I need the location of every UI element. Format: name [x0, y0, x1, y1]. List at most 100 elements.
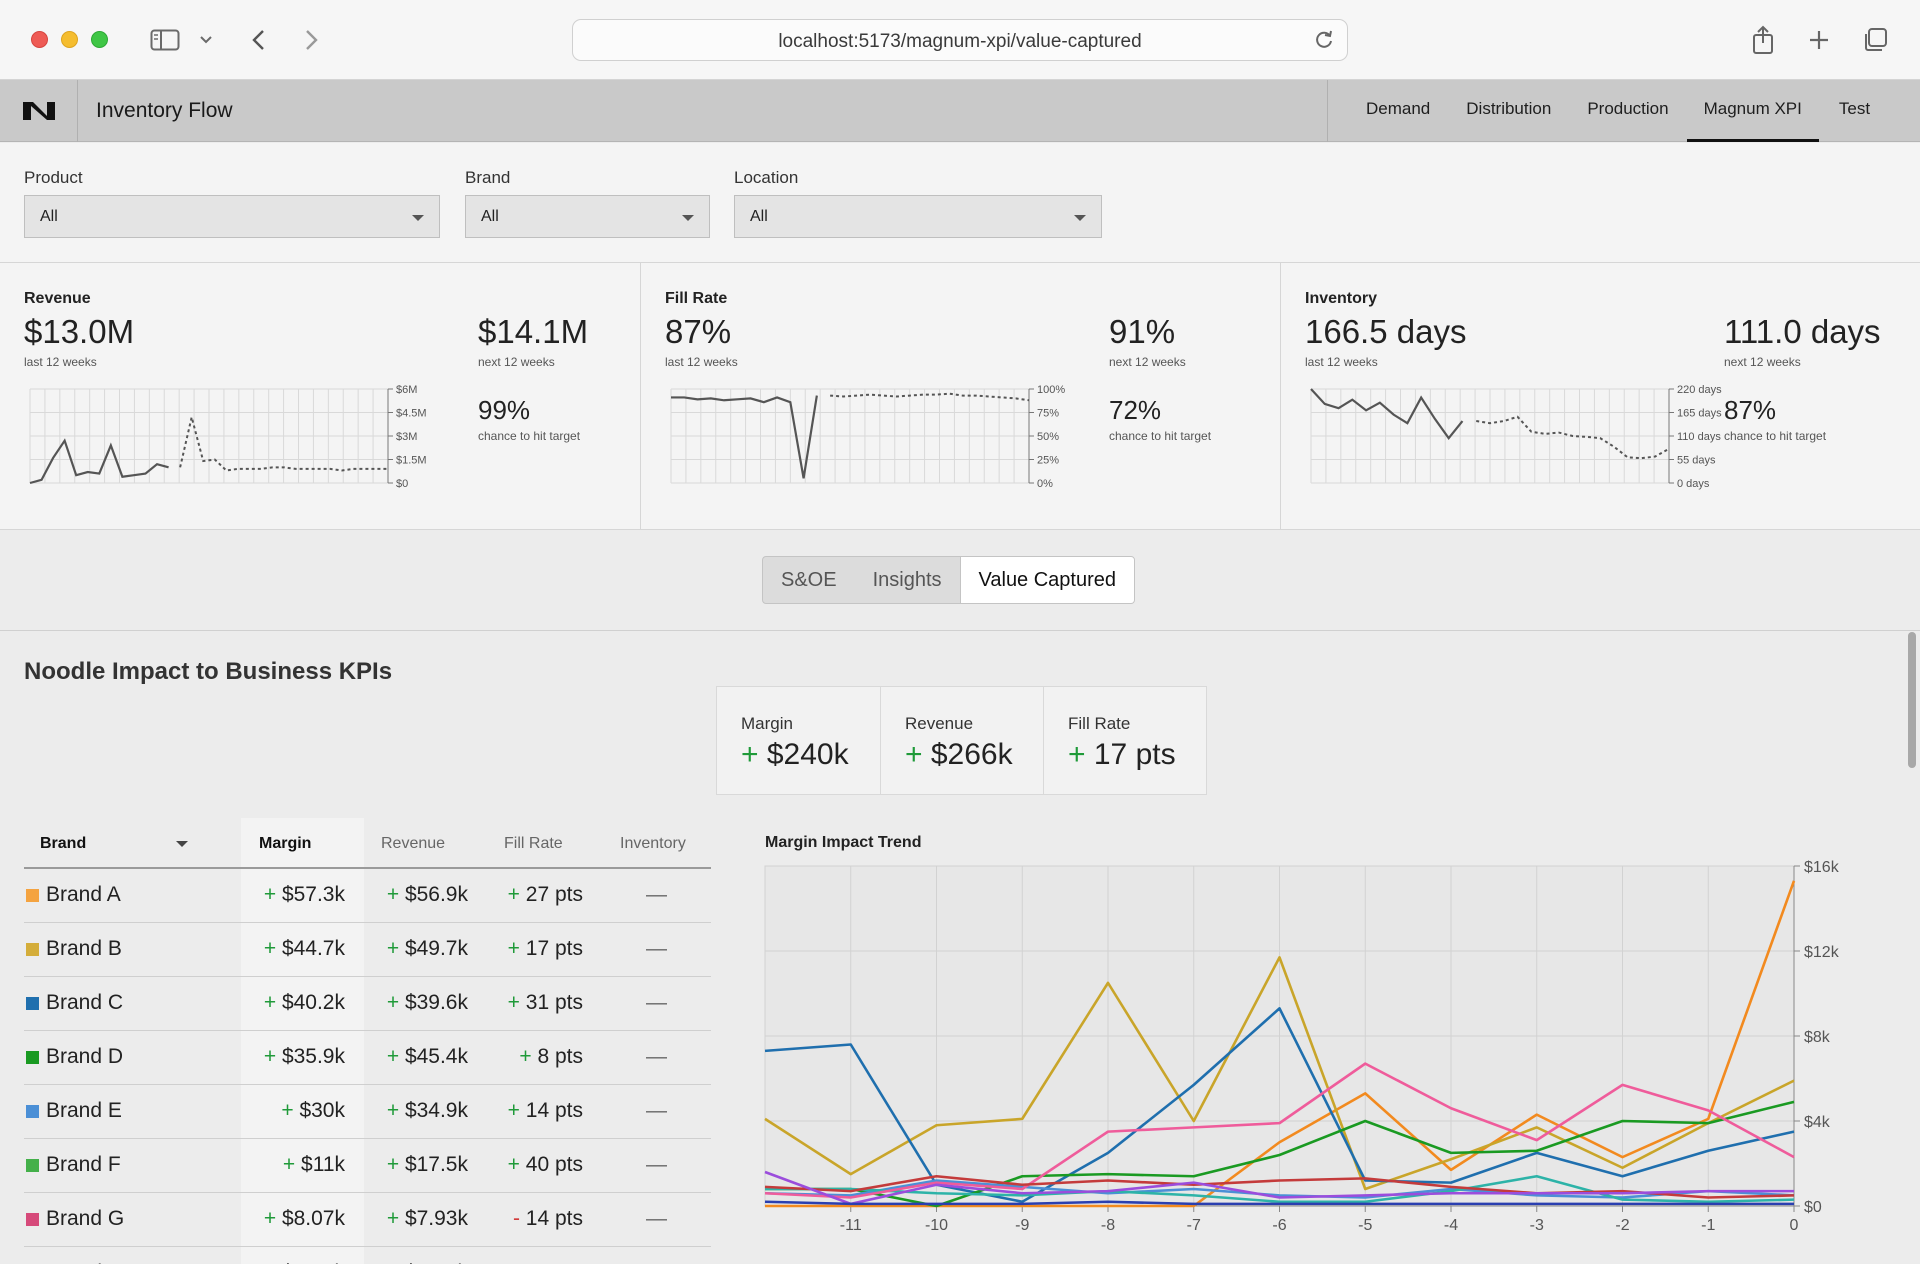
sign: + [386, 991, 400, 1014]
x-tick-label: -10 [925, 1217, 948, 1234]
amount: 31 pts [525, 991, 583, 1014]
forward-arrow-icon[interactable] [300, 22, 324, 58]
page-scrollbar[interactable] [1908, 632, 1916, 768]
share-icon[interactable] [1748, 22, 1778, 58]
revenue-value: + $49.7k [387, 937, 468, 961]
revenue-value: + $17.5k [387, 1153, 468, 1177]
tab-overview-icon[interactable] [1860, 22, 1890, 58]
nav-test[interactable]: Test [1838, 99, 1871, 118]
section-divider [0, 630, 1920, 631]
kpi-chance-value: 72% [1109, 395, 1162, 425]
fill-rate-column-header[interactable]: Fill Rate [504, 835, 563, 852]
brand-select[interactable]: All [465, 195, 710, 238]
kpi-next-value: $14.1M [478, 313, 589, 350]
table-row[interactable]: Brand C + $40.2k + $39.6k + 31 pts — [24, 977, 711, 1031]
x-tick-label: -9 [1015, 1217, 1029, 1234]
amount: $8.07k [281, 1207, 345, 1230]
sign: + [507, 937, 520, 960]
sidebar-toggle-icon[interactable] [148, 22, 182, 58]
amount: $11k [301, 1153, 345, 1176]
table-row[interactable]: Brand A + $57.3k + $56.9k + 27 pts — [24, 869, 711, 923]
chevron-down-icon[interactable] [198, 22, 214, 58]
nav-production[interactable]: Production [1587, 99, 1669, 118]
brand-name: Brand F [46, 1153, 121, 1176]
kpi-card-revenue: Revenue $13.0M last 12 weeks $14.1M next… [0, 263, 640, 530]
nav-magnum-xpi[interactable]: Magnum XPI [1686, 80, 1819, 142]
inventory-column-header[interactable]: Inventory [620, 835, 686, 852]
table-row[interactable]: Brand H+ $6.42k+ $7.46k+ 12 pts— [24, 1247, 711, 1264]
nav-demand[interactable]: Demand [1366, 99, 1431, 118]
brand-name: Brand C [46, 991, 124, 1014]
url-text: localhost:5173/magnum-xpi/value-captured [778, 31, 1142, 52]
chevron-down-icon[interactable] [176, 841, 188, 847]
sign: + [263, 883, 277, 906]
nav-distribution[interactable]: Distribution [1466, 99, 1552, 118]
kpi-title: Inventory [1305, 290, 1378, 307]
x-tick-label: -11 [840, 1217, 862, 1234]
sign: + [507, 991, 520, 1014]
brand-name: Brand D [46, 1045, 124, 1068]
brand-filter-label: Brand [465, 168, 511, 187]
brand-name: Brand E [46, 1099, 122, 1122]
margin-column-header[interactable]: Margin [259, 835, 312, 852]
card-amount: $266k [930, 738, 1013, 771]
kpi-past-label: last 12 weeks [1305, 355, 1378, 369]
chart-grid [764, 865, 1795, 1207]
sign: + [507, 883, 520, 906]
product-select[interactable]: All [24, 195, 440, 238]
revenue-value: + $7.93k [387, 1207, 468, 1231]
sparkline-history [29, 438, 169, 485]
kpi-chance-value: 87% [1724, 395, 1777, 425]
new-tab-icon[interactable] [1804, 22, 1834, 58]
table-row[interactable]: Brand F + $11k + $17.5k + 40 pts — [24, 1139, 711, 1193]
margin-value: + $35.9k [264, 1045, 345, 1069]
fill-rate-value: + 14 pts [508, 1099, 583, 1123]
back-arrow-icon[interactable] [246, 22, 270, 58]
close-window-button[interactable] [31, 31, 48, 48]
tab-value-captured[interactable]: Value Captured [959, 557, 1135, 603]
kpi-sparkline: 100% 75% 50% 25% 0% [670, 384, 1065, 490]
reload-icon[interactable] [1313, 29, 1335, 56]
inventory-value: — [646, 991, 667, 1014]
kpi-sparkline: 220 days 165 days 110 days 55 days 0 days [1310, 384, 1722, 490]
table-row[interactable]: Brand D + $35.9k + $45.4k + 8 pts — [24, 1031, 711, 1085]
tab-soe[interactable]: S&OE [781, 569, 837, 591]
tab-insights[interactable]: Insights [872, 569, 942, 591]
table-row[interactable]: Brand B + $44.7k + $49.7k + 17 pts — [24, 923, 711, 977]
amount: $44.7k [281, 937, 345, 960]
app-logo[interactable] [0, 80, 78, 142]
app-header: Inventory Flow Demand Distribution Produ… [0, 80, 1920, 142]
series-line-4 [765, 1100, 1795, 1208]
view-tabs: S&OE Insights Value Captured [762, 556, 1136, 604]
address-bar[interactable]: localhost:5173/magnum-xpi/value-captured [572, 19, 1348, 61]
kpi-chance-value: 99% [478, 395, 531, 425]
sparkline-forecast [179, 416, 388, 472]
amount: $30k [299, 1099, 345, 1122]
kpi-row: Revenue $13.0M last 12 weeks $14.1M next… [0, 263, 1920, 530]
margin-value: + $40.2k [264, 991, 345, 1015]
location-select[interactable]: All [734, 195, 1102, 238]
zoom-window-button[interactable] [91, 31, 108, 48]
sign: + [263, 937, 277, 960]
revenue-column-header[interactable]: Revenue [381, 835, 446, 852]
inventory-value: — [646, 1207, 667, 1230]
brand-column-header[interactable]: Brand [40, 818, 200, 868]
sign: + [386, 1045, 400, 1068]
brand-color-swatch [26, 1105, 39, 1118]
amount: 12 pts [526, 1261, 583, 1264]
kpi-next-value: 111.0 days [1724, 313, 1881, 350]
table-row[interactable]: Brand E + $30k + $34.9k + 14 pts — [24, 1085, 711, 1139]
brand-name: Brand A [46, 883, 121, 906]
minimize-window-button[interactable] [61, 31, 78, 48]
x-tick-label: -1 [1701, 1217, 1715, 1234]
table-row[interactable]: Brand G + $8.07k + $7.93k - 14 pts — [24, 1193, 711, 1247]
sparkline-tick-label: $6M [396, 384, 417, 396]
card-label: Margin [741, 714, 793, 733]
inventory-value: — [646, 1153, 667, 1176]
sign: + [508, 1261, 520, 1264]
amount: $6.42k [282, 1261, 345, 1264]
sparkline-tick-label: 55 days [1677, 455, 1716, 467]
card-value: + $240k [741, 738, 849, 772]
fill-rate-value: + 27 pts [508, 883, 583, 907]
card-label: Revenue [905, 714, 974, 733]
